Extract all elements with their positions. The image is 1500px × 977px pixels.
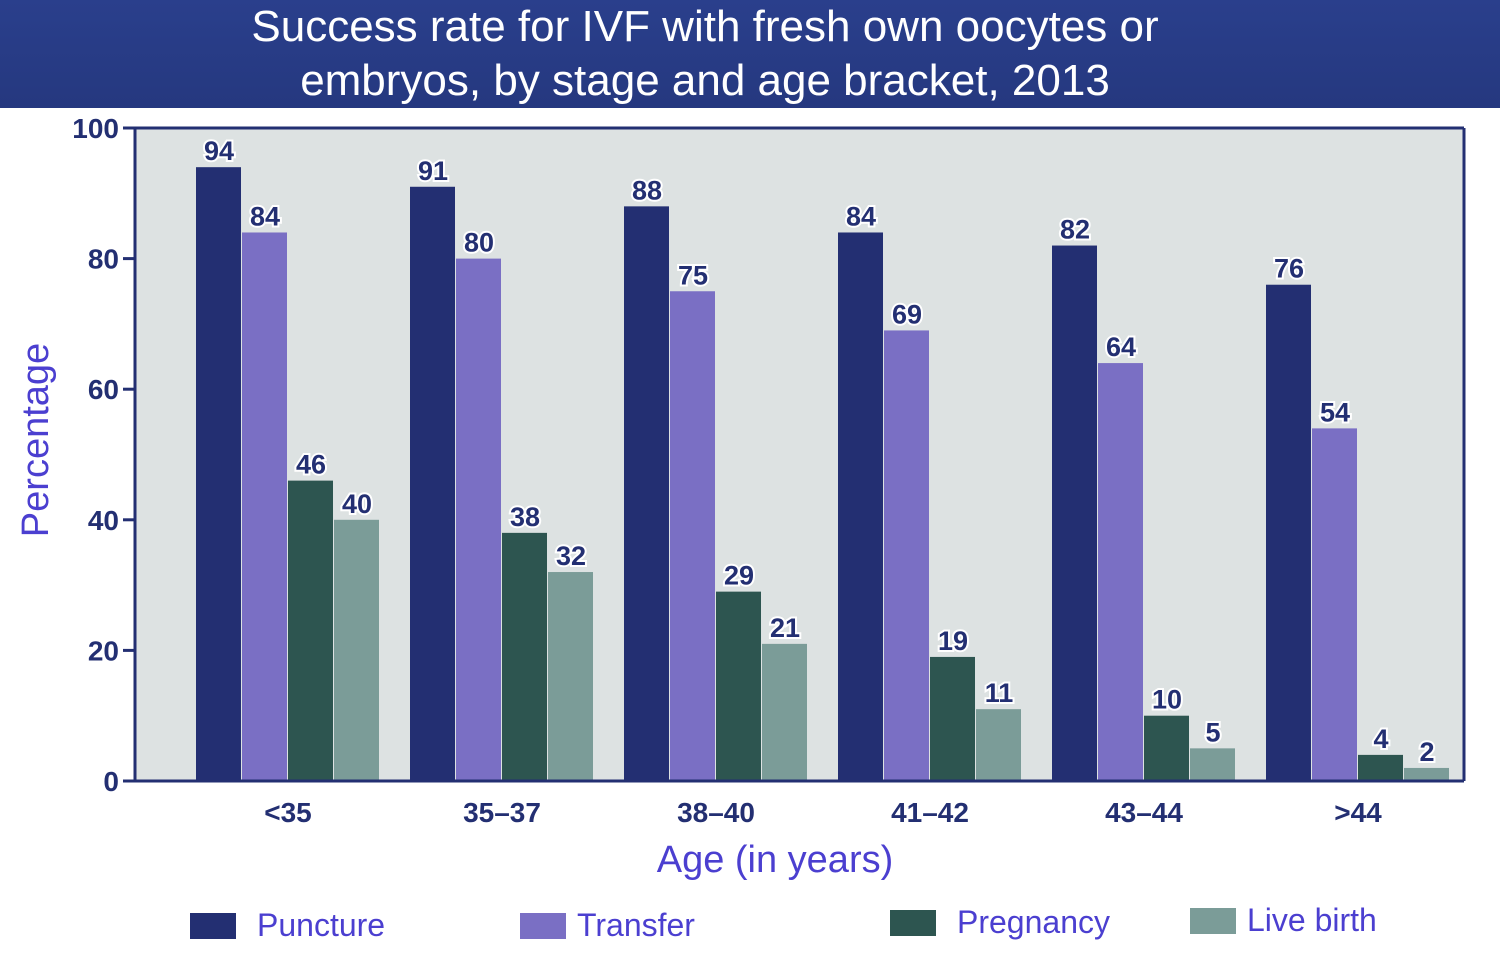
legend-swatch-pregnancy xyxy=(890,910,936,936)
x-tick-label-2: 35–37 xyxy=(463,797,541,828)
bar-puncture-2 xyxy=(410,186,455,781)
bar-transfer-5 xyxy=(1098,363,1143,781)
data-label-live-birth-6: 2 xyxy=(1419,737,1434,767)
y-tick-label-60: 60 xyxy=(88,374,119,405)
bar-transfer-3 xyxy=(670,291,715,781)
data-label-live-birth-3: 21 xyxy=(770,613,800,643)
legend-label-live-birth: Live birth xyxy=(1247,902,1377,938)
bar-transfer-2 xyxy=(456,258,501,782)
bar-transfer-4 xyxy=(884,330,929,781)
title-bar: Success rate for IVF with fresh own oocy… xyxy=(0,0,1500,108)
legend-swatch-live-birth xyxy=(1190,908,1236,934)
bar-pregnancy-1 xyxy=(288,480,333,781)
bar-pregnancy-3 xyxy=(716,591,761,781)
data-label-transfer-5: 64 xyxy=(1106,332,1136,362)
y-tick-label-0: 0 xyxy=(103,766,119,797)
data-label-live-birth-1: 40 xyxy=(342,489,372,519)
bar-pregnancy-2 xyxy=(502,532,547,781)
x-tick-label-3: 38–40 xyxy=(677,797,755,828)
x-tick-label-1: <35 xyxy=(264,797,312,828)
bar-pregnancy-5 xyxy=(1144,715,1189,781)
bar-puncture-3 xyxy=(624,206,669,782)
data-label-pregnancy-6: 4 xyxy=(1373,724,1388,754)
data-label-pregnancy-5: 10 xyxy=(1152,685,1182,715)
bar-live-birth-5 xyxy=(1190,748,1235,781)
bar-live-birth-6 xyxy=(1404,767,1449,781)
x-ticks-layer: <35 35–37 38–40 41–42 43–44 >44 xyxy=(264,797,1382,828)
legend-label-pregnancy: Pregnancy xyxy=(957,904,1110,940)
data-label-pregnancy-4: 19 xyxy=(938,626,968,656)
legend-label-transfer: Transfer xyxy=(577,907,695,943)
data-label-transfer-2: 80 xyxy=(464,228,494,258)
data-label-transfer-4: 69 xyxy=(892,299,922,329)
bar-transfer-6 xyxy=(1312,428,1357,781)
data-label-puncture-6: 76 xyxy=(1274,254,1304,284)
chart-title-line-2: embryos, by stage and age bracket, 2013 xyxy=(300,56,1110,105)
data-label-pregnancy-1: 46 xyxy=(296,450,326,480)
bar-live-birth-1 xyxy=(334,519,379,781)
y-tick-label-20: 20 xyxy=(88,635,119,666)
data-label-puncture-1: 94 xyxy=(204,136,234,166)
legend-label-puncture: Puncture xyxy=(257,907,386,943)
y-tick-label-100: 100 xyxy=(72,113,119,144)
x-tick-label-6: >44 xyxy=(1334,797,1382,828)
y-tick-label-40: 40 xyxy=(88,505,119,536)
data-label-puncture-4: 84 xyxy=(846,201,876,231)
data-label-transfer-3: 75 xyxy=(678,260,708,290)
data-labels-layer: 94 84 46 40 91 80 38 32 88 75 29 21 84 69 19 11 82 64 10 5 7… xyxy=(202,134,1437,769)
bar-puncture-6 xyxy=(1266,284,1311,781)
bar-transfer-1 xyxy=(242,232,287,782)
data-label-transfer-1: 84 xyxy=(250,201,280,231)
bar-puncture-5 xyxy=(1052,245,1097,782)
chart-title-line-1: Success rate for IVF with fresh own oocy… xyxy=(251,2,1159,51)
legend-swatch-transfer xyxy=(520,913,566,939)
y-ticks-layer: 0 20 40 60 80 100 xyxy=(72,113,135,797)
bar-live-birth-3 xyxy=(762,643,807,781)
bar-pregnancy-4 xyxy=(930,656,975,781)
y-axis-title: Percentage xyxy=(15,343,57,537)
data-label-puncture-3: 88 xyxy=(632,175,662,205)
data-label-live-birth-5: 5 xyxy=(1205,717,1220,747)
x-tick-label-5: 43–44 xyxy=(1105,797,1183,828)
bar-puncture-1 xyxy=(196,167,241,781)
data-label-puncture-2: 91 xyxy=(418,156,448,186)
bar-live-birth-2 xyxy=(548,572,593,781)
y-tick-label-80: 80 xyxy=(88,244,119,275)
bar-pregnancy-6 xyxy=(1358,754,1403,781)
x-tick-label-4: 41–42 xyxy=(891,797,969,828)
data-label-live-birth-4: 11 xyxy=(985,678,1014,708)
data-label-pregnancy-3: 29 xyxy=(724,561,754,591)
data-label-puncture-5: 82 xyxy=(1060,215,1090,245)
bars-layer xyxy=(196,167,1449,782)
bar-puncture-4 xyxy=(838,232,883,782)
x-axis-title: Age (in years) xyxy=(657,839,894,881)
legend-swatch-puncture xyxy=(190,913,236,939)
bar-live-birth-4 xyxy=(976,709,1021,781)
data-label-pregnancy-2: 38 xyxy=(510,502,540,532)
data-label-live-birth-2: 32 xyxy=(556,541,586,571)
data-label-transfer-6: 54 xyxy=(1320,397,1350,427)
